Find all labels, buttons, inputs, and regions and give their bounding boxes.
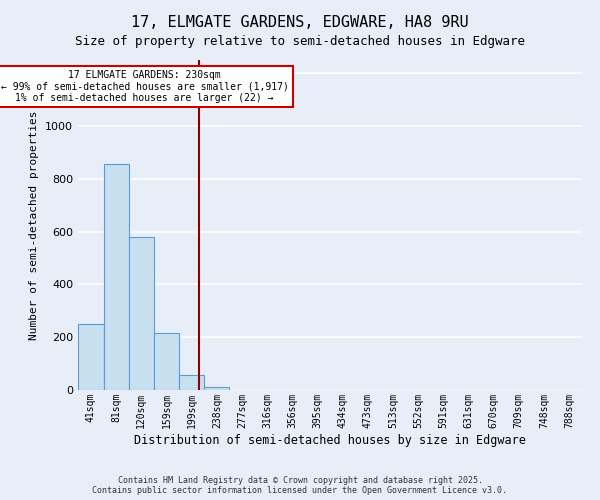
Bar [154, 333, 179, 390]
Bar [78, 324, 104, 390]
Bar [128, 237, 154, 390]
Bar [205, 388, 229, 390]
Bar [179, 376, 205, 390]
X-axis label: Distribution of semi-detached houses by size in Edgware: Distribution of semi-detached houses by … [134, 434, 526, 446]
Y-axis label: Number of semi-detached properties: Number of semi-detached properties [29, 110, 40, 340]
Text: 17, ELMGATE GARDENS, EDGWARE, HA8 9RU: 17, ELMGATE GARDENS, EDGWARE, HA8 9RU [131, 15, 469, 30]
Text: 17 ELMGATE GARDENS: 230sqm
← 99% of semi-detached houses are smaller (1,917)
1% : 17 ELMGATE GARDENS: 230sqm ← 99% of semi… [1, 70, 289, 103]
Text: Contains HM Land Registry data © Crown copyright and database right 2025.
Contai: Contains HM Land Registry data © Crown c… [92, 476, 508, 495]
Bar [104, 164, 128, 390]
Text: Size of property relative to semi-detached houses in Edgware: Size of property relative to semi-detach… [75, 35, 525, 48]
